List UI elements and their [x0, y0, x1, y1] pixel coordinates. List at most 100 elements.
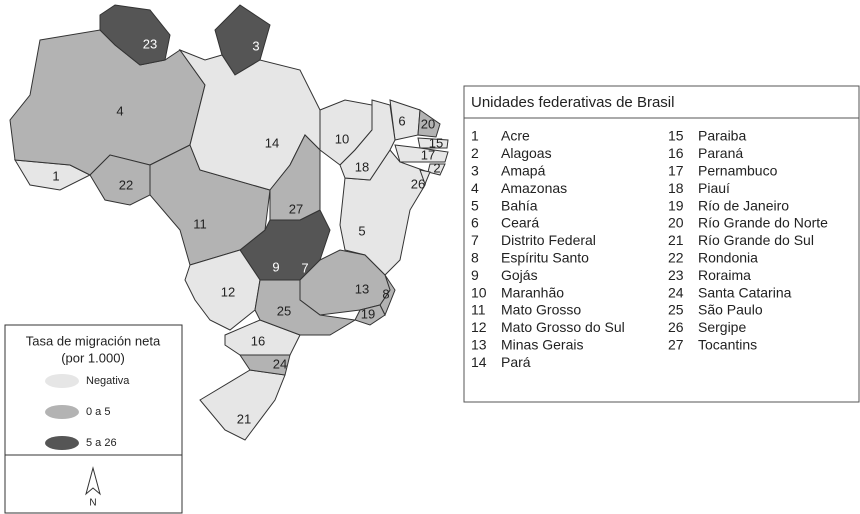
entry-number: 3: [471, 163, 479, 179]
entry-number: 1: [471, 128, 479, 144]
state-label: 24: [273, 356, 287, 371]
legend-subtitle: (por 1.000): [61, 350, 125, 365]
state-label: 16: [251, 333, 265, 348]
legend-swatch: [45, 405, 79, 419]
entry-number: 15: [668, 128, 684, 144]
state-label: 3: [252, 38, 259, 53]
state-label: 18: [355, 159, 369, 174]
state-label: 11: [193, 216, 207, 231]
entry-name: Pará: [501, 354, 531, 370]
entry-number: 16: [668, 145, 684, 161]
legend-label: 0 a 5: [86, 406, 110, 418]
entry-number: 2: [471, 145, 479, 161]
state: [99, 4, 171, 66]
entry-name: Santa Catarina: [698, 284, 792, 300]
entry-name: Mato Grosso: [501, 302, 581, 318]
entry-name: Maranhão: [501, 284, 564, 300]
state-label: 23: [143, 36, 157, 51]
list-entries: 1 Acre 2 Alagoas 3 Amapá 4 Amazonas 5 Bahía 6 Ceará…: [471, 128, 828, 370]
entry-name: Río Grande do Norte: [698, 215, 828, 231]
state: [339, 99, 396, 181]
state-label: 27: [289, 201, 303, 216]
state-label: 19: [361, 306, 375, 321]
entry-number: 12: [471, 319, 487, 335]
entry-number: 27: [668, 337, 684, 353]
entry-number: 25: [668, 302, 684, 318]
state: [354, 304, 386, 326]
entry-number: 7: [471, 232, 479, 248]
entry-number: 17: [668, 163, 684, 179]
state-label: 5: [358, 223, 365, 238]
legend-swatch: [45, 374, 79, 388]
entry-name: Río Grande do Sul: [698, 232, 814, 248]
legend-items: Negativa 0 a 5 5 a 26: [45, 374, 130, 450]
legend-label: Negativa: [86, 375, 130, 387]
state-label: 15: [429, 135, 443, 150]
entry-number: 19: [668, 197, 684, 213]
state-label: 21: [237, 411, 251, 426]
entry-number: 6: [471, 215, 479, 231]
state: [394, 144, 449, 163]
state: [419, 169, 431, 186]
state-label: 4: [116, 103, 123, 118]
entry-name: Paraná: [698, 145, 743, 161]
entry-name: São Paulo: [698, 302, 763, 318]
state: [427, 163, 446, 176]
state-label: 2: [433, 160, 440, 175]
state-label: 20: [421, 116, 435, 131]
entry-number: 4: [471, 180, 479, 196]
entry-number: 21: [668, 232, 684, 248]
state: [239, 354, 291, 376]
legend-label: 5 a 26: [86, 437, 117, 449]
entry-name: Amapá: [501, 163, 546, 179]
state-label: 26: [411, 176, 425, 191]
state: [417, 137, 449, 149]
entry-number: 5: [471, 197, 479, 213]
entry-name: Sergipe: [698, 319, 746, 335]
entry-name: Espíritu Santo: [501, 250, 589, 266]
entry-name: Gojás: [501, 267, 538, 283]
entry-name: Alagoas: [501, 145, 552, 161]
legend-title: Tasa de migración neta: [26, 333, 161, 348]
list-box: [463, 85, 860, 403]
entry-number: 9: [471, 267, 479, 283]
entry-name: Mato Grosso do Sul: [501, 319, 625, 335]
entry-name: Minas Gerais: [501, 337, 583, 353]
state: [417, 109, 441, 138]
entry-number: 22: [668, 250, 684, 266]
entry-number: 11: [471, 302, 486, 318]
state-label: 9: [272, 259, 279, 274]
entry-name: Piauí: [698, 180, 730, 196]
entry-number: 20: [668, 215, 684, 231]
entry-name: Amazonas: [501, 180, 567, 196]
compass-label: N: [89, 498, 96, 509]
entry-number: 14: [471, 354, 487, 370]
entry-name: Tocantins: [698, 337, 757, 353]
state-label: 6: [398, 113, 405, 128]
entry-name: Ceará: [501, 215, 539, 231]
entry-number: 23: [668, 267, 684, 283]
state-label: 14: [265, 135, 279, 150]
state-label: 17: [421, 147, 435, 162]
state: [199, 369, 286, 441]
entry-number: 13: [471, 337, 487, 353]
state: [269, 134, 321, 221]
state-label: 1: [52, 168, 59, 183]
entry-number: 26: [668, 319, 684, 335]
entry-number: 8: [471, 250, 479, 266]
state-label: 12: [221, 284, 235, 299]
state-label: 8: [382, 286, 389, 301]
entry-name: Pernambuco: [698, 163, 778, 179]
list-title: Unidades federativas de Brasil: [471, 94, 674, 111]
state-label: 10: [335, 131, 349, 146]
state-label: 13: [355, 281, 369, 296]
state-label: 22: [119, 177, 133, 192]
entry-number: 24: [668, 284, 684, 300]
state-label: 7: [301, 260, 308, 275]
state: [89, 154, 151, 206]
entry-name: Roraima: [698, 267, 751, 283]
legend-swatch: [45, 436, 79, 450]
entry-name: Río de Janeiro: [698, 197, 789, 213]
